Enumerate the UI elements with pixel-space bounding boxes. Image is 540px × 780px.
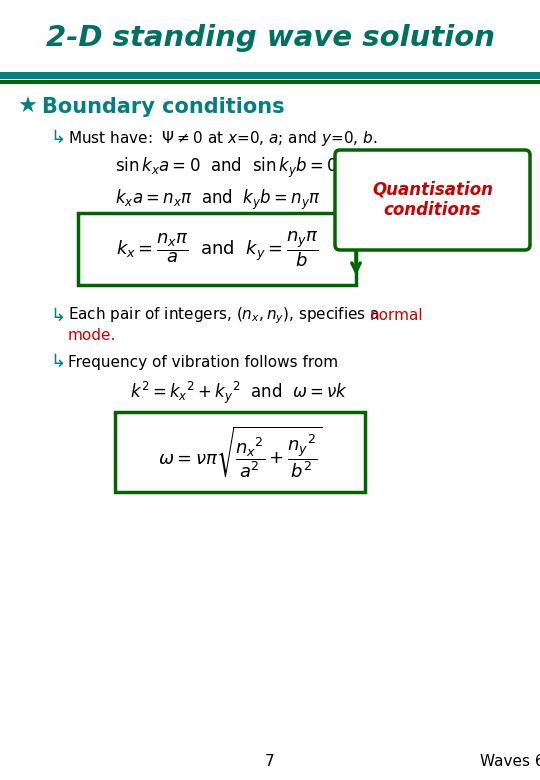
Text: Waves 6: Waves 6: [480, 754, 540, 770]
FancyBboxPatch shape: [335, 150, 530, 250]
Text: Quantisation
conditions: Quantisation conditions: [372, 181, 493, 219]
Bar: [0, 72, 540, 79]
Text: ★: ★: [18, 97, 38, 117]
Text: $\omega = \nu\pi\sqrt{\dfrac{n_x{}^2}{a^2} + \dfrac{n_y{}^2}{b^2}}$: $\omega = \nu\pi\sqrt{\dfrac{n_x{}^2}{a^…: [158, 424, 322, 480]
Text: ↳: ↳: [50, 353, 65, 371]
Text: Each pair of integers, ($n_x,n_y$), specifies a: Each pair of integers, ($n_x,n_y$), spec…: [68, 306, 381, 326]
Text: mode.: mode.: [68, 328, 117, 343]
Text: Boundary conditions: Boundary conditions: [42, 97, 285, 117]
Text: $k_x = \dfrac{n_x\pi}{a}$  and  $k_y = \dfrac{n_y\pi}{b}$: $k_x = \dfrac{n_x\pi}{a}$ and $k_y = \df…: [116, 229, 318, 269]
Text: normal: normal: [370, 309, 423, 324]
Text: Frequency of vibration follows from: Frequency of vibration follows from: [68, 354, 338, 370]
Text: 2-D standing wave solution: 2-D standing wave solution: [45, 24, 495, 52]
Text: $k_xa = n_x\pi$  and  $k_yb = n_y\pi$: $k_xa = n_x\pi$ and $k_yb = n_y\pi$: [115, 188, 321, 212]
Bar: [78, 213, 356, 285]
Text: ↳: ↳: [50, 307, 65, 325]
Bar: [0, 80, 540, 84]
Text: ↳: ↳: [50, 129, 65, 147]
Text: Must have:  $\Psi$$\neq$0 at $x$=0, $a$; and $y$=0, $b$.: Must have: $\Psi$$\neq$0 at $x$=0, $a$; …: [68, 129, 377, 147]
Bar: [115, 412, 365, 492]
Text: $k^2 = k_x{}^2 + k_y{}^2$  and  $\omega = \nu k$: $k^2 = k_x{}^2 + k_y{}^2$ and $\omega = …: [130, 380, 348, 406]
Text: 7: 7: [265, 754, 275, 770]
Text: $\sin k_x a = 0$  and  $\sin k_y b = 0$: $\sin k_x a = 0$ and $\sin k_y b = 0$: [115, 156, 338, 180]
